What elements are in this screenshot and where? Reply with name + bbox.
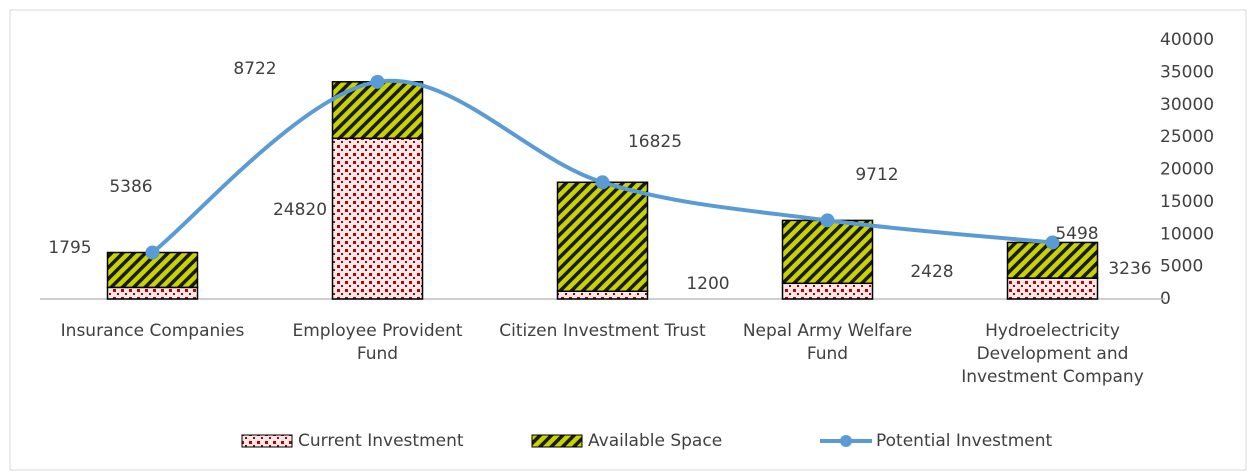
data-label: 3236: [1108, 259, 1151, 279]
bar: [1006, 277, 1099, 300]
bar: [781, 219, 874, 285]
line-marker: [1045, 235, 1060, 250]
data-label: 16825: [628, 132, 682, 152]
y-tick-label: 15000: [1160, 192, 1214, 212]
data-label: 9712: [855, 165, 898, 185]
x-tick-label: Hydroelectricity Development and Investm…: [961, 321, 1144, 387]
legend-swatch: [840, 435, 852, 447]
line-marker: [145, 245, 160, 260]
legend-label: Current Investment: [298, 431, 464, 451]
bar: [556, 290, 649, 300]
bar: [781, 282, 874, 300]
data-label: 1200: [686, 274, 729, 294]
legend-label: Potential Investment: [876, 431, 1053, 451]
y-tick-label: 10000: [1160, 224, 1214, 244]
y-tick-label: 0: [1160, 289, 1171, 309]
x-tick-label: Insurance Companies: [60, 321, 245, 341]
data-label: 8722: [233, 59, 276, 79]
y-tick-label: 40000: [1160, 30, 1214, 50]
x-tick-label: Nepal Army Welfare Fund: [742, 321, 913, 364]
line-marker: [820, 213, 835, 228]
data-label: 5386: [109, 177, 152, 197]
data-label: 5498: [1055, 224, 1098, 244]
bar: [331, 81, 424, 140]
y-tick-label: 25000: [1160, 127, 1214, 147]
data-label: 24820: [273, 200, 327, 220]
data-label: 2428: [910, 262, 953, 282]
bar: [556, 181, 649, 292]
y-tick-label: 35000: [1160, 62, 1214, 82]
y-tick-label: 20000: [1160, 160, 1214, 180]
legend-label: Available Space: [588, 431, 722, 451]
line: [151, 78, 1053, 255]
line-marker: [370, 74, 385, 89]
y-tick-label: 5000: [1160, 257, 1203, 277]
y-tick-label: 30000: [1160, 95, 1214, 115]
legend-swatch: [241, 434, 293, 448]
x-tick-label: Citizen Investment Trust: [499, 321, 706, 341]
chart-border: [9, 9, 1247, 471]
data-label: 1795: [48, 238, 91, 258]
x-tick-label: Employee Provident Fund: [292, 321, 463, 364]
legend-swatch: [531, 434, 583, 448]
line-marker: [595, 175, 610, 190]
bar: [106, 286, 199, 300]
bar: [331, 137, 424, 300]
